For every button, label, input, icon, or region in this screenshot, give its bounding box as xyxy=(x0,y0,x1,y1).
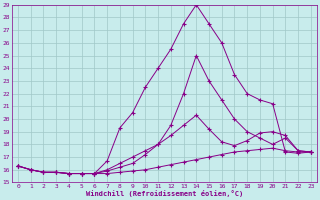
X-axis label: Windchill (Refroidissement éolien,°C): Windchill (Refroidissement éolien,°C) xyxy=(86,190,243,197)
